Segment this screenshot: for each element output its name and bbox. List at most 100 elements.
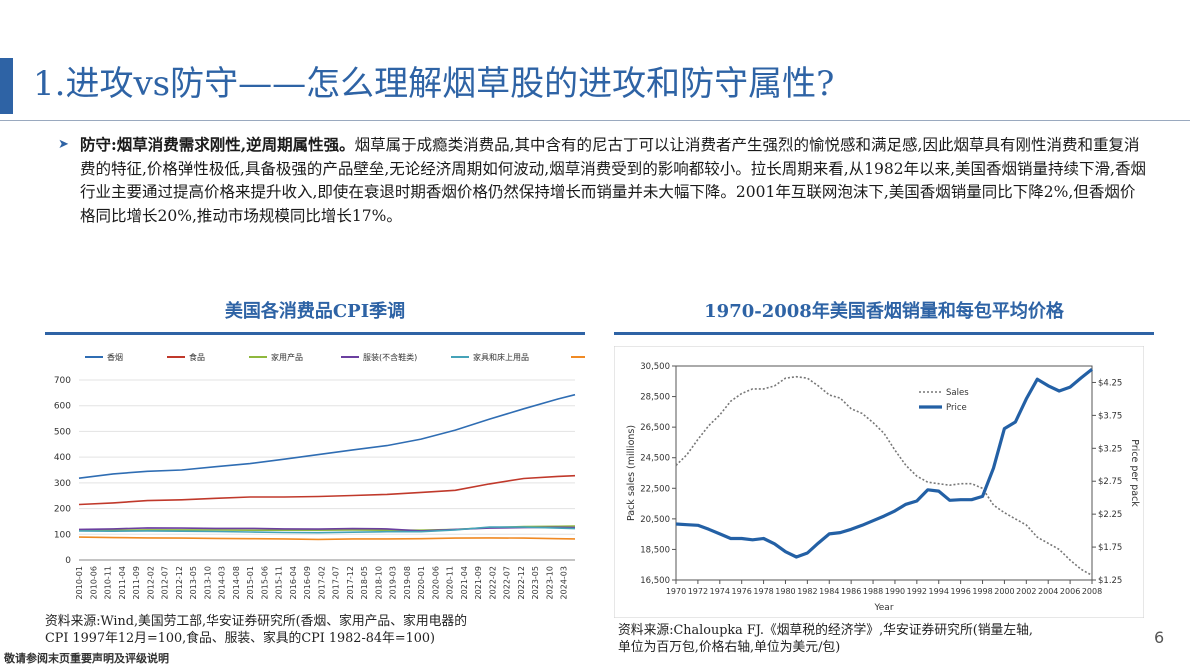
title-divider <box>0 120 1190 121</box>
series-line <box>78 474 576 506</box>
x-tick-label: 2012-12 <box>175 566 184 599</box>
x-tick-label: 1990 <box>885 587 905 596</box>
y-tick-label: 600 <box>54 402 71 412</box>
bullet-paragraph: ➤ 防守:烟草消费需求刚性,逆周期属性强。烟草属于成瘾类消费品,其中含有的尼古丁… <box>58 133 1148 228</box>
sales-line <box>675 375 1093 577</box>
y-right-tick-label: $2.75 <box>1098 477 1122 487</box>
legend-label-price: Price <box>946 403 967 413</box>
bullet-text-block: 防守:烟草消费需求刚性,逆周期属性强。烟草属于成瘾类消费品,其中含有的尼古丁可以… <box>80 133 1148 228</box>
x-tick-label: 2015-06 <box>260 566 269 599</box>
x-tick-label: 2010-06 <box>89 566 98 599</box>
x-tick-label: 1976 <box>732 587 752 596</box>
x-tick-label: 2010-01 <box>75 566 84 599</box>
series-line <box>78 536 576 541</box>
x-tick-label: 1974 <box>710 587 730 596</box>
x-tick-label: 2020-11 <box>446 566 455 599</box>
x-tick-label: 1988 <box>863 587 883 596</box>
x-tick-label: 2018-10 <box>374 566 383 599</box>
x-tick-label: 1984 <box>819 587 839 596</box>
y-right-tick-label: $3.25 <box>1098 444 1122 454</box>
page-title: 1.进攻vs防守——怎么理解烟草股的进攻和防守属性? <box>33 64 835 104</box>
left-source-note: 资料来源:Wind,美国劳工部,华安证券研究所(香烟、家用产品、家用电器的 CP… <box>45 613 605 647</box>
x-tick-label: 2015-01 <box>246 566 255 599</box>
left-source-line-1: 资料来源:Wind,美国劳工部,华安证券研究所(香烟、家用产品、家用电器的 <box>45 614 468 629</box>
right-source-note: 资料来源:Chaloupka FJ.《烟草税的经济学》,华安证券研究所(销量左轴… <box>618 622 1148 656</box>
page-number: 6 <box>1154 628 1165 647</box>
x-tick-label: 2010-11 <box>104 566 113 599</box>
x-tick-label: 2020-01 <box>417 566 426 599</box>
left-source-line-2: CPI 1997年12月=100,食品、服装、家具的CPI 1982-84年=1… <box>45 631 435 646</box>
x-tick-label: 2006 <box>1060 587 1080 596</box>
x-tick-label: 2013-05 <box>189 566 198 599</box>
y-tick-label: 400 <box>54 453 71 463</box>
legend-label: 服装(不含鞋类) <box>363 352 417 362</box>
footer-disclaimer: 敬请参阅末页重要声明及评级说明 <box>4 652 169 665</box>
legend-label: 家用产品 <box>271 352 303 362</box>
y-tick-label: 100 <box>54 530 71 540</box>
x-tick-label: 1980 <box>775 587 795 596</box>
x-tick-label: 2000 <box>994 587 1014 596</box>
x-tick-label: 1996 <box>950 587 970 596</box>
y-tick-label: 20,500 <box>640 515 670 525</box>
right-chart-title-rule <box>614 332 1154 335</box>
y-right-tick-label: $1.75 <box>1098 543 1122 553</box>
bullet-heading: 防守:烟草消费需求刚性,逆周期属性强。 <box>80 135 355 154</box>
series-line <box>78 526 576 534</box>
y-tick-label: 700 <box>54 376 71 386</box>
x-tick-label: 2002 <box>1016 587 1036 596</box>
x-tick-label: 2021-09 <box>474 566 483 599</box>
y-axis-label: Pack sales (millions) <box>626 425 637 521</box>
y-tick-label: 22,500 <box>640 484 670 494</box>
x-tick-label: 1972 <box>688 587 708 596</box>
y-tick-label: 0 <box>65 556 71 566</box>
y-right-tick-label: $3.75 <box>1098 411 1122 421</box>
x-tick-label: 2019-03 <box>389 566 398 599</box>
legend-label: 香烟 <box>107 352 123 362</box>
y-right-tick-label: $2.25 <box>1098 510 1122 520</box>
right-source-line-1: 资料来源:Chaloupka FJ.《烟草税的经济学》,华安证券研究所(销量左轴… <box>618 623 1033 638</box>
cpi-line-chart: 香烟食品家用产品服装(不含鞋类)家具和床上用品家用电器0100200300400… <box>54 352 585 599</box>
x-tick-label: 2019-08 <box>403 566 412 599</box>
x-tick-label: 2016-09 <box>303 566 312 599</box>
x-tick-label: 2016-04 <box>289 566 298 599</box>
y-right-tick-label: $1.25 <box>1098 576 1122 586</box>
y-right-axis-label: Price per pack <box>1129 439 1140 507</box>
x-tick-label: 2013-10 <box>203 566 212 599</box>
x-tick-label: 1986 <box>841 587 861 596</box>
legend-label: 食品 <box>189 352 205 362</box>
x-tick-label: 2017-02 <box>317 566 326 599</box>
y-right-tick-label: $4.25 <box>1098 378 1122 388</box>
x-tick-label: 2011-04 <box>118 566 127 599</box>
legend-label-sales: Sales <box>946 388 969 398</box>
right-source-line-2: 单位为百万包,价格右轴,单位为美元/包) <box>618 640 841 655</box>
y-tick-label: 30,500 <box>640 362 670 372</box>
x-tick-label: 2014-03 <box>218 566 227 599</box>
x-tick-label: 2008 <box>1082 587 1102 596</box>
price-line <box>675 368 1093 559</box>
x-tick-label: 2012-07 <box>161 566 170 599</box>
x-tick-label: 2020-06 <box>431 566 440 599</box>
left-chart-title: 美国各消费品CPI季调 <box>224 301 406 322</box>
cigarette-sales-price-chart: 16,500 18,500 20,500 22,500 24,500 26,500 28,5… <box>614 346 1144 618</box>
right-chart-title: 1970-2008年美国香烟销量和每包平均价格 <box>704 301 1064 322</box>
bullet-body: 烟草属于成瘾类消费品,其中含有的尼古丁可以让消费者产生强烈的愉悦感和满足感,因此… <box>80 136 1146 225</box>
x-tick-label: 1994 <box>929 587 949 596</box>
x-tick-label: 2004 <box>1038 587 1058 596</box>
chart-frame <box>614 346 1144 618</box>
x-tick-label: 1998 <box>972 587 992 596</box>
y-tick-label: 200 <box>54 505 71 515</box>
x-tick-label: 2022-02 <box>488 566 497 599</box>
y-tick-label: 28,500 <box>640 393 670 403</box>
arrow-bullet-icon: ➤ <box>58 137 69 152</box>
x-tick-label: 1978 <box>753 587 773 596</box>
x-tick-label: 2018-05 <box>360 566 369 599</box>
title-accent-bar <box>0 58 13 114</box>
x-tick-label: 2015-11 <box>275 566 284 599</box>
x-tick-label: 2012-02 <box>146 566 155 599</box>
x-tick-label: 2023-05 <box>531 566 540 599</box>
legend-label: 家具和床上用品 <box>473 352 529 362</box>
x-tick-label: 2022-07 <box>503 566 512 599</box>
series-line <box>78 393 576 479</box>
y-tick-label: 18,500 <box>640 545 670 555</box>
left-chart-title-rule <box>45 332 585 335</box>
